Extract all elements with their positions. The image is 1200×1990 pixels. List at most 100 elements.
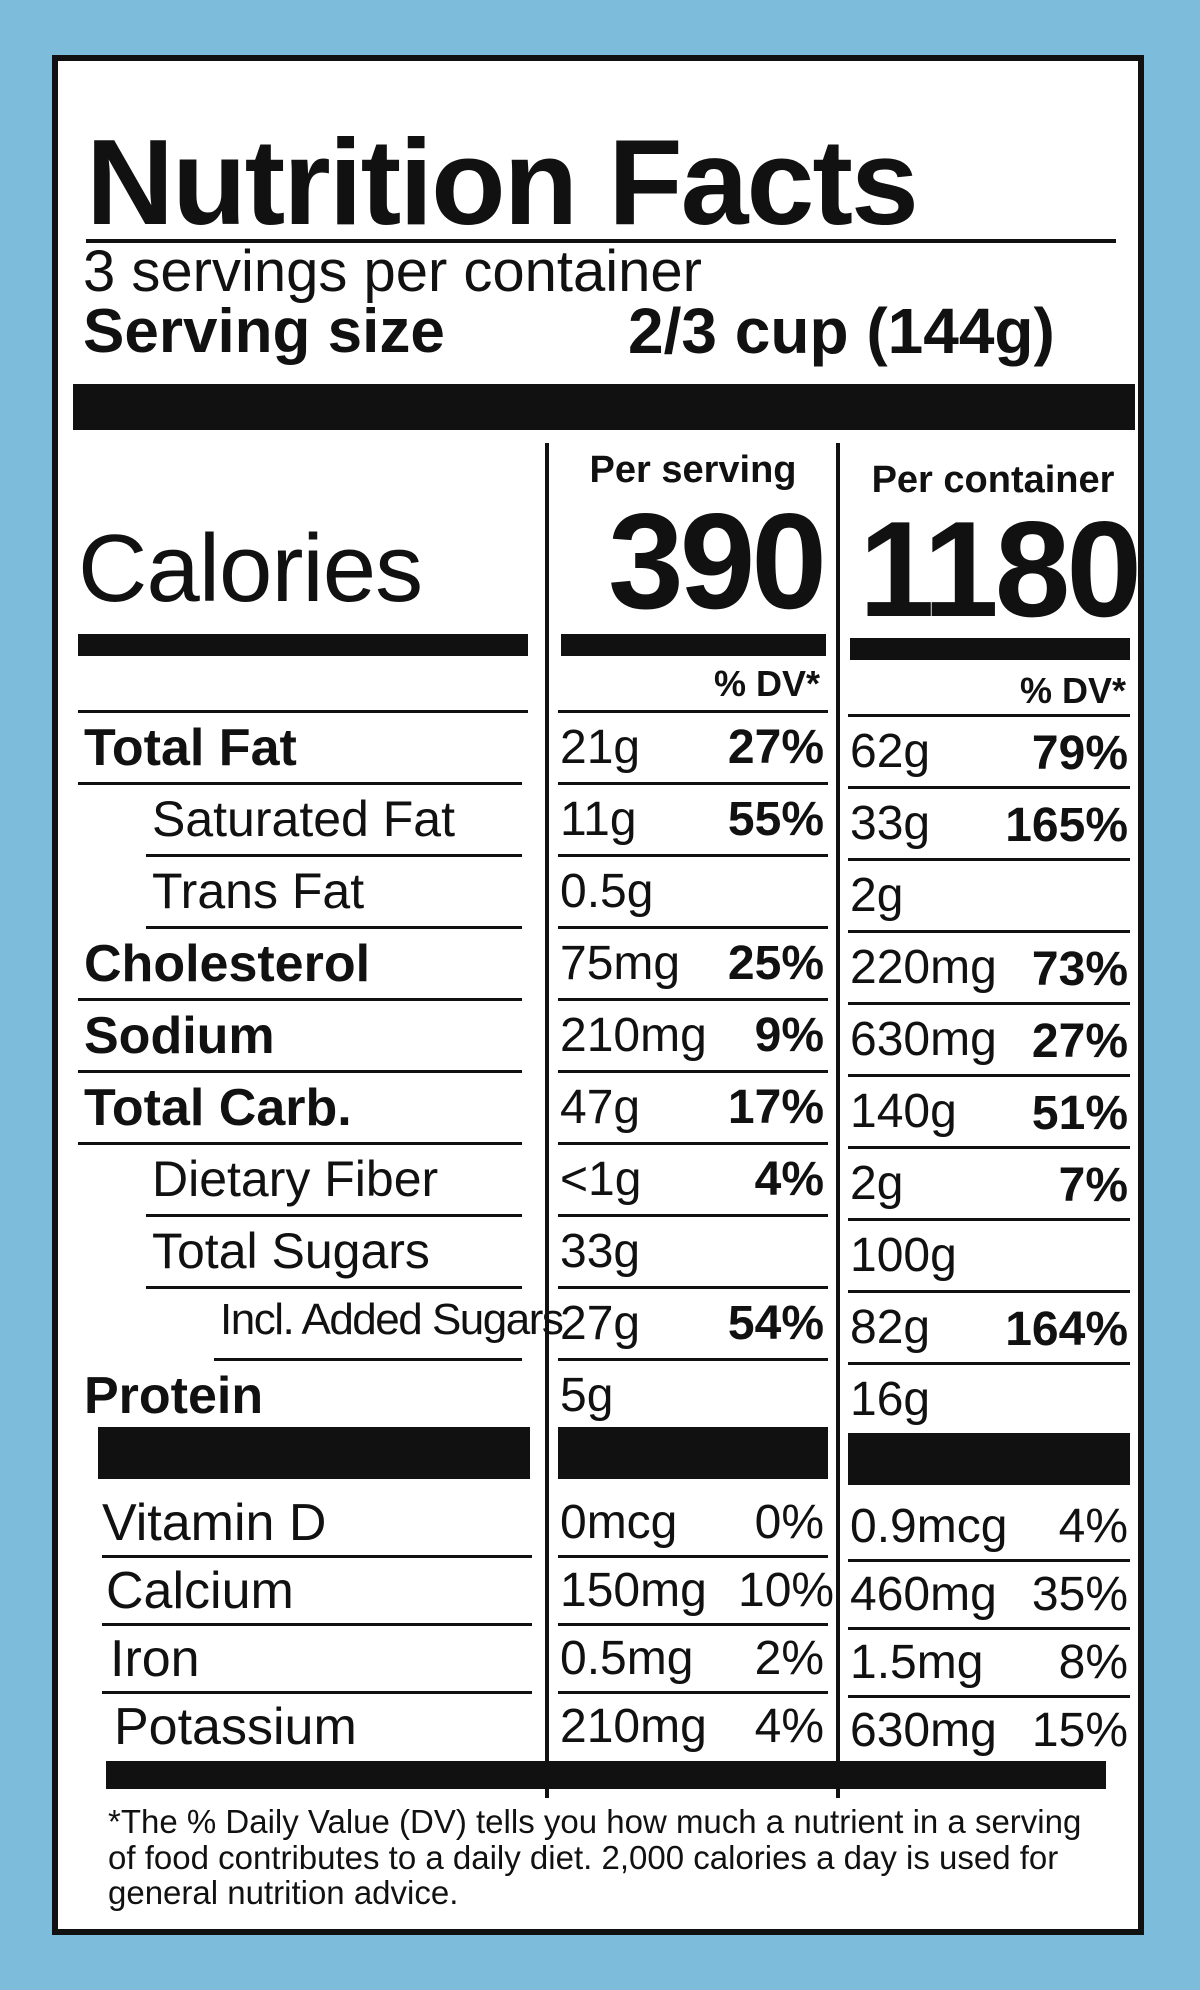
label-title: Nutrition Facts [86, 114, 919, 250]
container-amount: 16g [850, 1373, 931, 1426]
nutrient-label: Dietary Fiber [152, 1151, 439, 1207]
vitamin-divider-label [102, 1555, 532, 1558]
container-dv: 27% [1031, 1015, 1128, 1068]
dv-header-container: % DV* [1019, 670, 1126, 711]
vitamin-container-dv: 4% [1058, 1500, 1128, 1553]
vitamin-divider-serving [558, 1555, 828, 1558]
container-dv: 164% [1005, 1303, 1128, 1356]
nutrition-facts-panel: Nutrition Facts 3 servings per container… [52, 55, 1144, 1935]
row-divider-label [214, 1358, 522, 1361]
row-divider-container [848, 1362, 1130, 1365]
column-divider-right [836, 443, 840, 1798]
serving-dv: 9% [754, 1009, 824, 1062]
thick-divider-top [73, 384, 1135, 430]
row-divider-serving [558, 926, 828, 929]
container-amount: 82g [850, 1301, 931, 1354]
serving-amount: 11g [560, 793, 637, 846]
container-amount: 140g [850, 1085, 957, 1138]
vitamin-container-amount: 0.9mcg [850, 1500, 1008, 1553]
vitamin-serving-dv: 2% [754, 1632, 824, 1685]
serving-amount: 21g [560, 721, 641, 774]
per-container-header: Per container [871, 459, 1115, 501]
vitamin-container-dv: 8% [1058, 1636, 1128, 1689]
row-divider-container [848, 1074, 1130, 1077]
nutrient-label: Saturated Fat [152, 791, 455, 847]
thick-divider-bottom [106, 1761, 1106, 1789]
column-divider-left [545, 443, 549, 1798]
calories-per-container: 1180 [858, 493, 1142, 645]
serving-amount: 5g [560, 1369, 614, 1422]
container-dv: 165% [1005, 799, 1128, 852]
vitamin-bar-label [98, 1427, 530, 1479]
row-divider-serving [558, 1358, 828, 1361]
nutrient-label: Trans Fat [152, 863, 365, 919]
vitamin-divider-label [102, 1623, 532, 1626]
row-divider-label [78, 1142, 522, 1145]
nutrient-label: Cholesterol [84, 935, 371, 993]
vitamin-divider-label [102, 1691, 532, 1694]
serving-size-value: 2/3 cup (144g) [628, 295, 1055, 367]
dv-header-serving: % DV* [713, 663, 820, 704]
row-divider-container [848, 714, 1130, 717]
serving-dv: 25% [727, 937, 824, 990]
vitamin-serving-dv: 10% [738, 1564, 835, 1617]
row-divider-container [848, 1290, 1130, 1293]
serving-amount: 210mg [560, 1009, 707, 1062]
row-divider-label [78, 710, 528, 713]
vitamin-divider-container [848, 1627, 1130, 1630]
container-amount: 62g [850, 725, 931, 778]
calories-rule-serving [561, 634, 826, 656]
row-divider-serving [558, 854, 828, 857]
row-divider-label [78, 1070, 522, 1073]
vitamin-label: Iron [110, 1630, 200, 1688]
footnote: *The % Daily Value (DV) tells you how mu… [108, 1803, 1082, 1912]
container-amount: 33g [850, 797, 931, 850]
serving-amount: 0.5g [560, 865, 654, 918]
title-divider [86, 239, 1116, 243]
row-divider-container [848, 1218, 1130, 1221]
calories-per-serving: 390 [608, 485, 827, 637]
calories-rule-container [850, 638, 1130, 660]
vitamin-container-dv: 35% [1031, 1568, 1128, 1621]
vitamin-serving-amount: 0.5mg [560, 1632, 694, 1685]
row-divider-container [848, 1002, 1130, 1005]
container-dv: 79% [1031, 727, 1128, 780]
container-dv: 7% [1058, 1159, 1128, 1212]
serving-dv: 27% [727, 721, 824, 774]
row-divider-serving [558, 782, 828, 785]
nutrient-label: Total Carb. [84, 1079, 352, 1137]
vitamin-container-amount: 460mg [850, 1568, 997, 1621]
calories-label: Calories [78, 515, 423, 622]
row-divider-label [78, 998, 522, 1001]
container-amount: 2g [850, 1157, 904, 1210]
vitamin-divider-serving [558, 1691, 828, 1694]
row-divider-label [146, 1286, 522, 1289]
row-divider-container [848, 786, 1130, 789]
nutrient-label: Sodium [84, 1007, 275, 1065]
nutrient-label: Incl. Added Sugars [220, 1295, 564, 1344]
serving-amount: 75mg [560, 937, 681, 990]
nutrient-label: Total Fat [84, 719, 297, 777]
vitamin-serving-dv: 4% [754, 1700, 824, 1753]
serving-amount: 33g [560, 1225, 641, 1278]
row-divider-label [146, 926, 522, 929]
container-dv: 51% [1031, 1087, 1128, 1140]
vitamin-container-dv: 15% [1031, 1704, 1128, 1757]
row-divider-serving [558, 1286, 828, 1289]
vitamin-bar-container [848, 1433, 1130, 1485]
serving-amount: <1g [560, 1153, 642, 1206]
vitamin-divider-serving [558, 1623, 828, 1626]
vitamin-label: Potassium [114, 1698, 357, 1756]
row-divider-container [848, 930, 1130, 933]
row-divider-label [78, 782, 522, 785]
serving-dv: 55% [727, 793, 824, 846]
vitamin-label: Vitamin D [102, 1494, 327, 1552]
per-serving-header: Per serving [589, 449, 797, 491]
vitamin-label: Calcium [106, 1562, 294, 1620]
calories-rule-label [78, 634, 528, 656]
vitamin-divider-container [848, 1559, 1130, 1562]
vitamin-serving-dv: 0% [754, 1496, 824, 1549]
nutrient-label: Protein [84, 1367, 264, 1425]
container-amount: 630mg [850, 1013, 997, 1066]
row-divider-serving [558, 1214, 828, 1217]
